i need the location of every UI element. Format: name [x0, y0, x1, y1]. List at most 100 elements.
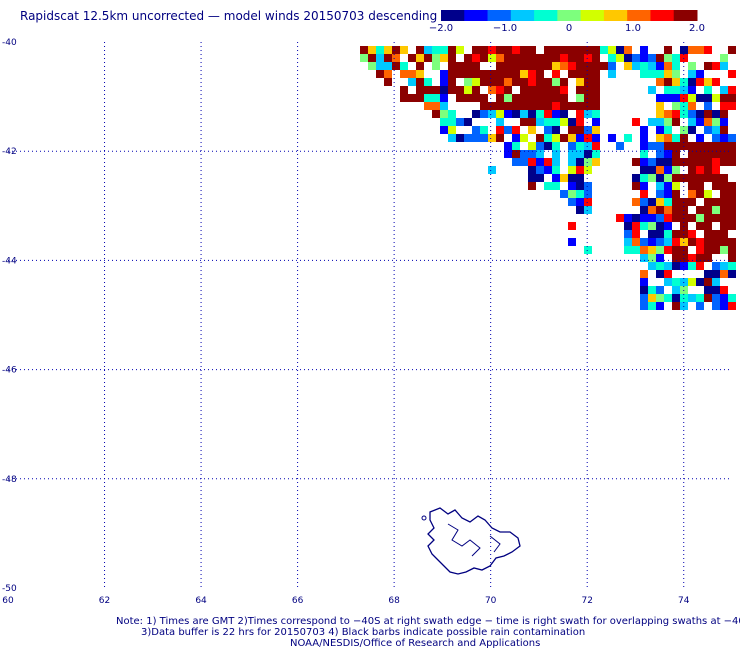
wind-cell [640, 46, 648, 54]
wind-cell [584, 206, 592, 214]
wind-cell [704, 102, 712, 110]
wind-cell [568, 222, 576, 230]
wind-cell [672, 62, 680, 70]
wind-cell [528, 150, 536, 158]
wind-cell [672, 86, 680, 94]
wind-cell [704, 190, 712, 198]
wind-cell [528, 78, 536, 86]
note-line-3: NOAA/NESDIS/Office of Research and Appli… [290, 638, 541, 649]
wind-cell [656, 158, 664, 166]
wind-cell [480, 70, 488, 78]
wind-cell [696, 238, 704, 246]
wind-cell [416, 78, 424, 86]
wind-cell [568, 46, 576, 54]
wind-cell [504, 110, 512, 118]
lat-tick-label: -42 [2, 147, 17, 157]
wind-cell [568, 166, 576, 174]
axis-labels: 60 62 64 66 68 70 72 74 -40 -42 -44 -46 -48 -50 [2, 38, 690, 606]
island-inlet [447, 523, 481, 557]
wind-cell [728, 182, 736, 190]
wind-cell [520, 46, 528, 54]
wind-cell [432, 54, 440, 62]
wind-cell [720, 190, 728, 198]
wind-cell [432, 94, 440, 102]
wind-cell [480, 134, 488, 142]
wind-cell [592, 158, 600, 166]
wind-cell [520, 158, 528, 166]
wind-cell [640, 174, 648, 182]
wind-cell [552, 158, 560, 166]
wind-cell [720, 126, 728, 134]
wind-cell [696, 46, 704, 54]
wind-cell [560, 54, 568, 62]
wind-cell [664, 54, 672, 62]
wind-cell [696, 150, 704, 158]
wind-cell [552, 62, 560, 70]
colorbar-segment [441, 10, 465, 21]
wind-cell [632, 174, 640, 182]
wind-cell [528, 54, 536, 62]
wind-cell [536, 174, 544, 182]
wind-cell [592, 110, 600, 118]
wind-cell [656, 134, 664, 142]
wind-cell [368, 46, 376, 54]
wind-cell [424, 78, 432, 86]
wind-cell [688, 46, 696, 54]
wind-cell [648, 294, 656, 302]
wind-cell [536, 150, 544, 158]
wind-cell [656, 190, 664, 198]
note-line-1: Note: 1) Times are GMT 2)Times correspon… [116, 616, 740, 627]
wind-cell [728, 70, 736, 78]
wind-cell [704, 214, 712, 222]
wind-cell [536, 134, 544, 142]
wind-cell [688, 62, 696, 70]
wind-cell [648, 230, 656, 238]
wind-cell [720, 54, 728, 62]
wind-cell [704, 150, 712, 158]
wind-cell [400, 70, 408, 78]
wind-cell [720, 94, 728, 102]
lon-tick-label: 62 [99, 596, 110, 606]
wind-cell [648, 142, 656, 150]
wind-cell [720, 62, 728, 70]
wind-cell [432, 46, 440, 54]
wind-cell [464, 86, 472, 94]
colorbar-tick-label: 0 [566, 23, 572, 34]
wind-cell [712, 166, 720, 174]
wind-cell [560, 174, 568, 182]
wind-cell [672, 166, 680, 174]
colorbar-segment [627, 10, 651, 21]
wind-cell [544, 158, 552, 166]
wind-cell [656, 294, 664, 302]
wind-cell [568, 134, 576, 142]
wind-cell [520, 102, 528, 110]
wind-cell [536, 62, 544, 70]
wind-cell [576, 206, 584, 214]
wind-cell [592, 78, 600, 86]
wind-cell [696, 134, 704, 142]
wind-cell [544, 102, 552, 110]
wind-cell [688, 158, 696, 166]
wind-cell [672, 142, 680, 150]
wind-cell [712, 302, 720, 310]
wind-cell [728, 94, 736, 102]
wind-cell [640, 182, 648, 190]
wind-cell [704, 118, 712, 126]
wind-cell [656, 142, 664, 150]
lat-tick-label: -50 [2, 584, 17, 594]
wind-cell [584, 166, 592, 174]
wind-cell [632, 62, 640, 70]
wind-cell [512, 62, 520, 70]
wind-cell [688, 150, 696, 158]
wind-cell [672, 246, 680, 254]
wind-cell [440, 118, 448, 126]
wind-cell [688, 278, 696, 286]
wind-cell [584, 70, 592, 78]
wind-cell [544, 118, 552, 126]
wind-cell [648, 262, 656, 270]
wind-cell [512, 110, 520, 118]
wind-cell [656, 238, 664, 246]
wind-cell [592, 142, 600, 150]
wind-cell [720, 198, 728, 206]
wind-cell [728, 86, 736, 94]
